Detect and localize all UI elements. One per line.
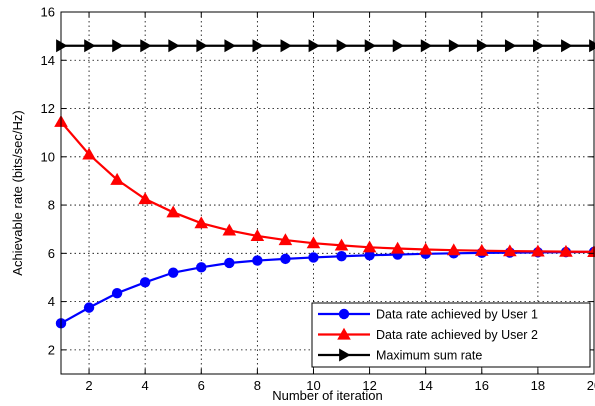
data-point — [503, 244, 517, 257]
y-axis-label: Achievable rate (bits/sec/Hz) — [10, 110, 25, 275]
legend-entry: Data rate achieved by User 2 — [318, 327, 538, 342]
x-tick-label: 6 — [198, 378, 205, 393]
data-point — [559, 244, 573, 257]
series-3 — [56, 39, 595, 53]
axis-ticks: 2 4 6 8 10 12 14 16 18 20 2 4 6 8 10 12 14 16 — [41, 5, 595, 394]
x-tick-label: 4 — [142, 378, 149, 393]
x-tick-label: 10 — [306, 378, 320, 393]
legend-entry: Maximum sum rate — [318, 348, 482, 363]
y-tick-label: 10 — [41, 149, 55, 164]
data-point — [561, 39, 573, 53]
data-point — [82, 147, 96, 160]
data-point — [531, 244, 545, 257]
data-point — [334, 238, 349, 251]
data-point — [222, 223, 237, 236]
data-point — [308, 252, 319, 263]
data-point — [280, 253, 291, 265]
data-point — [224, 39, 236, 53]
data-point — [420, 39, 433, 53]
data-point — [362, 240, 377, 253]
data-point — [446, 243, 461, 256]
series-line — [60, 121, 595, 253]
data-point — [250, 229, 265, 242]
data-point — [112, 39, 124, 53]
legend-swatch-marker — [338, 308, 350, 320]
x-tick-label: 2 — [85, 378, 92, 393]
data-point — [392, 39, 405, 53]
x-tick-label: 16 — [475, 378, 489, 393]
data-point — [166, 205, 181, 218]
data-point — [587, 245, 595, 257]
data-point — [196, 39, 208, 53]
data-point — [138, 192, 152, 205]
data-point — [476, 39, 489, 53]
data-point — [83, 302, 95, 313]
data-point — [533, 39, 545, 53]
data-point — [336, 251, 347, 262]
data-point — [308, 39, 320, 53]
plot-frame — [60, 11, 595, 375]
data-point — [364, 250, 375, 261]
legend-entry: Data rate achieved by User 1 — [318, 308, 538, 322]
data-point — [252, 39, 264, 53]
data-point — [56, 39, 68, 53]
data-point — [84, 39, 96, 53]
y-tick-label: 12 — [41, 101, 55, 116]
legend-label: Data rate achieved by User 2 — [376, 328, 538, 342]
data-point — [139, 277, 151, 288]
data-point — [196, 262, 207, 273]
x-tick-label: 8 — [254, 378, 261, 393]
legend-swatch-marker — [339, 348, 351, 362]
y-tick-label: 4 — [48, 294, 55, 309]
legend-swatch-marker — [337, 327, 351, 340]
data-point — [448, 39, 461, 53]
y-tick-label: 14 — [41, 53, 55, 68]
data-point — [224, 257, 235, 269]
data-point — [140, 39, 152, 53]
legend-label: Maximum sum rate — [376, 349, 482, 363]
data-point — [390, 241, 405, 254]
y-tick-label: 2 — [48, 342, 55, 357]
data-point — [110, 172, 124, 185]
x-tick-label: 20 — [587, 378, 595, 393]
data-point — [168, 267, 179, 278]
data-point — [194, 216, 209, 229]
data-point — [336, 39, 349, 53]
x-tick-label: 12 — [362, 378, 376, 393]
data-point — [418, 242, 433, 255]
data-point — [364, 39, 377, 53]
x-tick-label: 18 — [531, 378, 545, 393]
x-axis-label: Number of iteration — [272, 388, 383, 403]
legend-label: Data rate achieved by User 1 — [376, 308, 538, 322]
data-point — [474, 243, 489, 256]
data-point — [168, 39, 180, 53]
data-point — [278, 233, 293, 246]
y-tick-label: 6 — [48, 246, 55, 261]
series-2 — [54, 115, 595, 257]
legend: Data rate achieved by User 1 Data rate ac… — [311, 302, 591, 368]
series-layer — [54, 39, 595, 329]
data-point — [504, 39, 517, 53]
data-point — [111, 287, 123, 299]
y-tick-label: 16 — [41, 5, 55, 20]
y-tick-label: 8 — [48, 198, 55, 213]
data-point — [252, 255, 263, 266]
x-tick-label: 14 — [418, 378, 432, 393]
data-point — [280, 39, 292, 53]
data-point — [306, 236, 321, 249]
